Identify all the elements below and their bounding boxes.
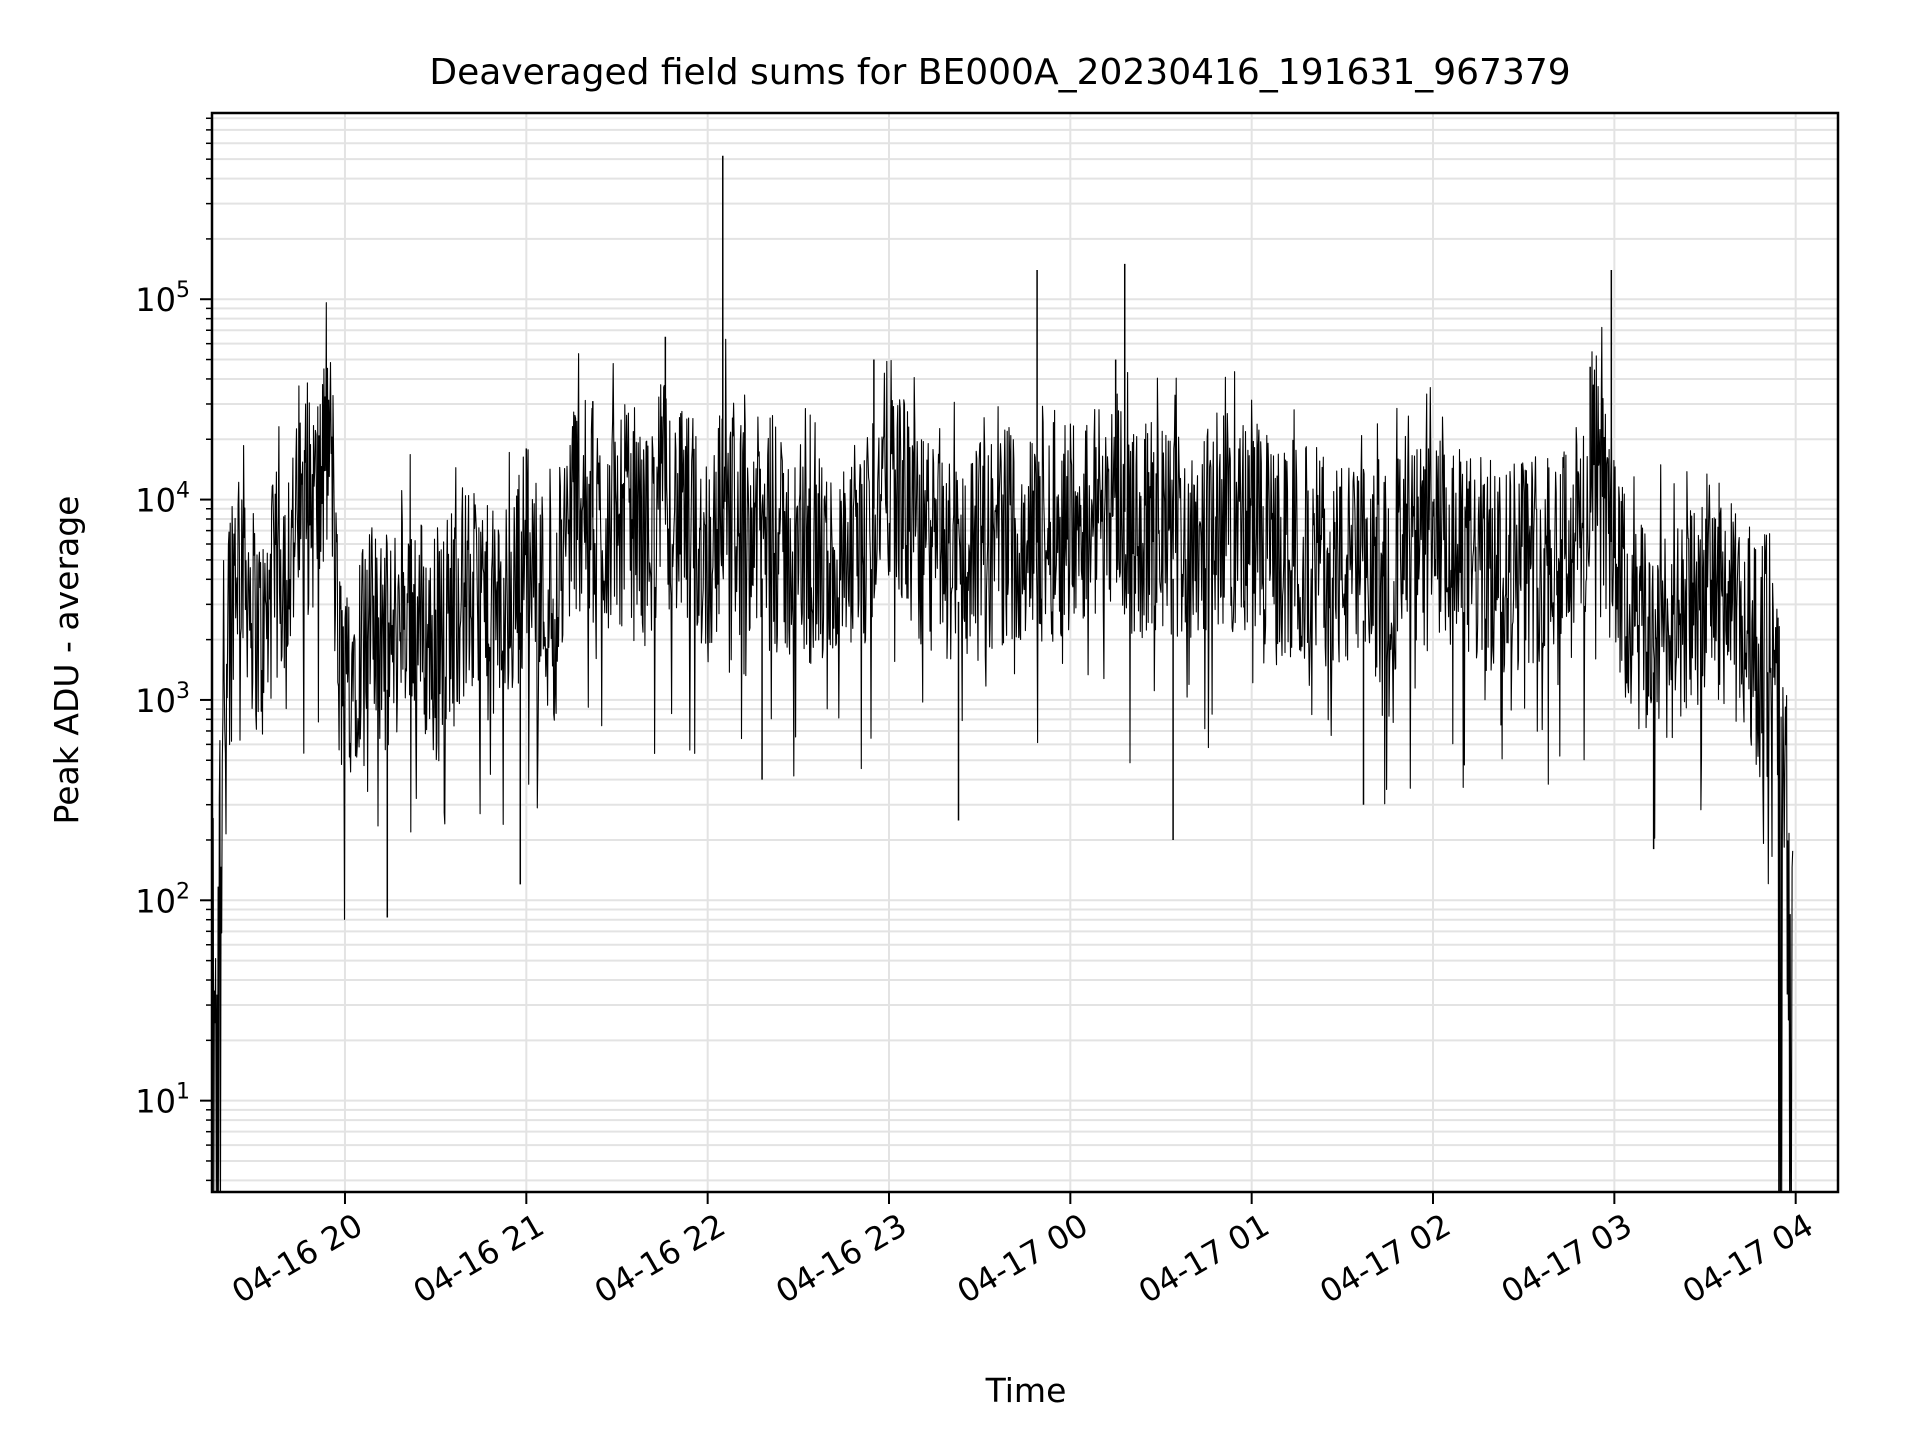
grid-lines bbox=[212, 113, 1838, 1192]
y-tick-label: 103 bbox=[135, 679, 190, 720]
y-axis-label: Peak ADU - average bbox=[47, 496, 86, 825]
plot-area bbox=[211, 155, 1794, 1193]
plot-frame bbox=[210, 111, 1840, 1194]
y-tick-label: 101 bbox=[135, 1080, 190, 1121]
y-tick-label: 104 bbox=[135, 479, 190, 520]
y-tick-label: 105 bbox=[135, 278, 190, 319]
data-series-line bbox=[211, 302, 1794, 1193]
x-axis-label: Time bbox=[985, 1371, 1067, 1410]
y-axis-ticks: 101 102 103 104 105 bbox=[135, 117, 212, 1182]
y-tick-label: 102 bbox=[135, 879, 190, 920]
chart-title: Deaveraged field sums for BE000A_2023041… bbox=[429, 52, 1570, 93]
